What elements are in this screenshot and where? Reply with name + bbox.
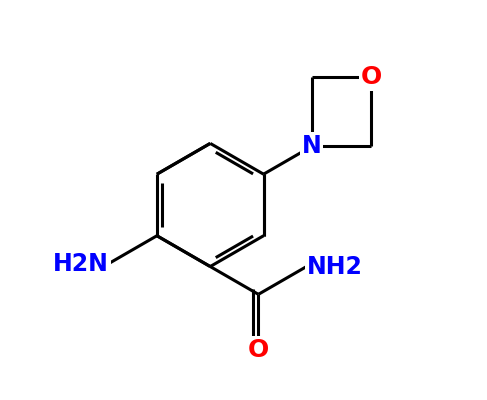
Text: O: O [248, 338, 269, 362]
Text: NH2: NH2 [306, 254, 362, 278]
Text: H2N: H2N [53, 252, 109, 276]
Text: N: N [302, 134, 321, 158]
Text: O: O [361, 65, 382, 89]
